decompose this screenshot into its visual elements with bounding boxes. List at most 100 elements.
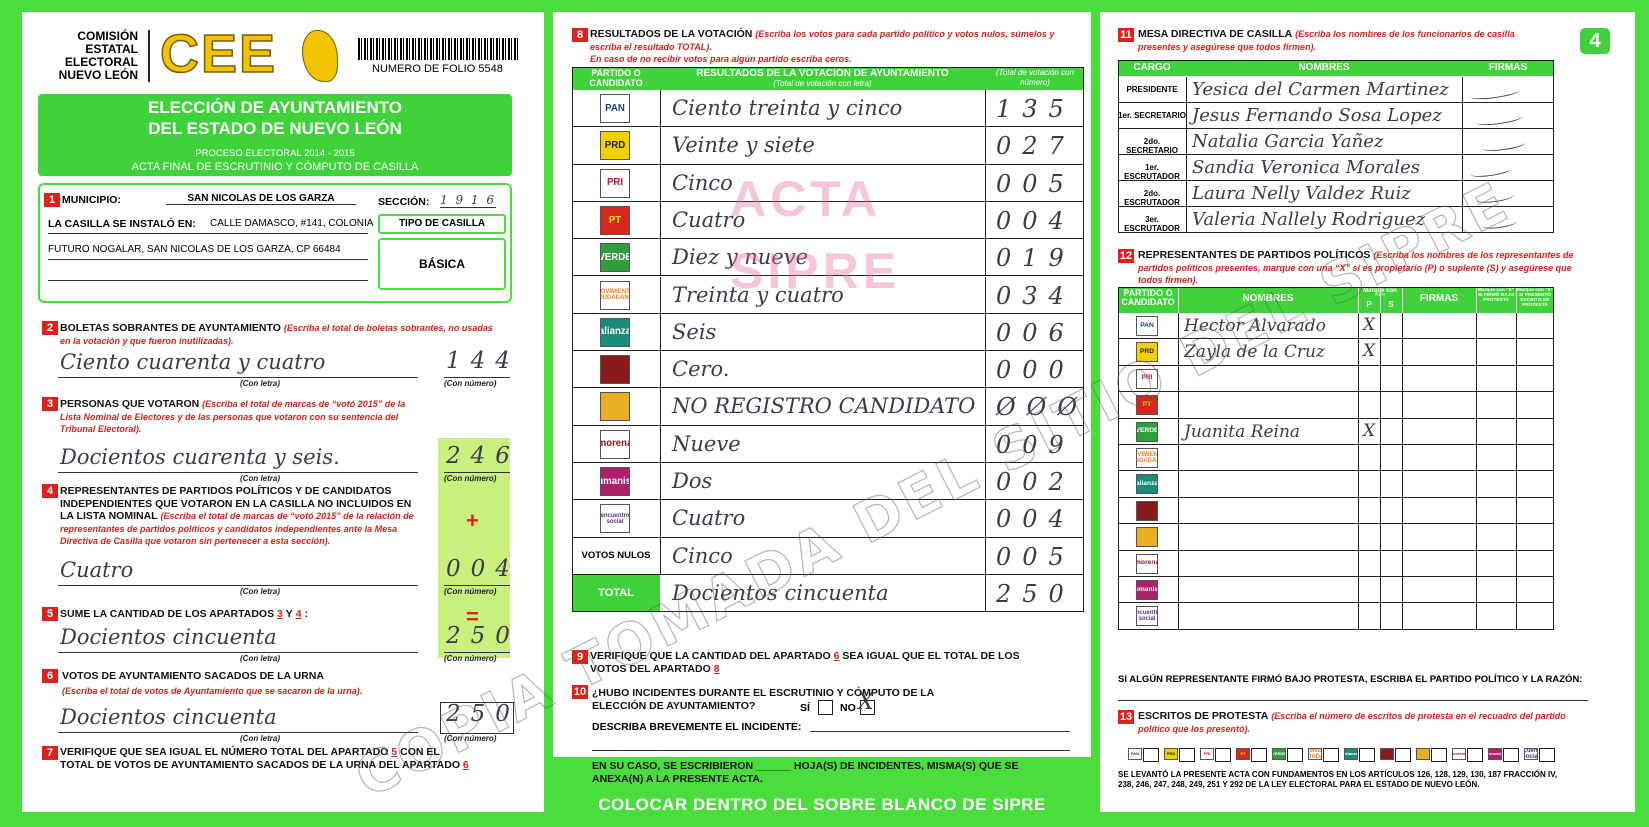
- cell-line: [1462, 103, 1463, 129]
- cell-line: [1178, 287, 1179, 313]
- divider: [148, 30, 150, 82]
- label: MUNICIPIO:: [62, 194, 121, 206]
- party-logo: PAN: [1136, 316, 1158, 336]
- party-logo: PRD: [1164, 748, 1178, 760]
- cell-line: [1358, 524, 1359, 551]
- party-logo: PRD: [600, 131, 630, 161]
- mark: X: [1363, 420, 1376, 441]
- cell-line: [1358, 313, 1359, 340]
- rule: [1118, 700, 1588, 701]
- letra: Diez y nueve: [672, 245, 809, 270]
- check-box: [860, 700, 875, 715]
- row: [1118, 103, 1554, 129]
- cell-line: [1358, 550, 1359, 577]
- cell-line: [1462, 207, 1463, 233]
- letra: Cinco: [672, 543, 733, 568]
- cell-line: [1402, 445, 1403, 472]
- cargo: 3er. ESCRUTADOR: [1124, 215, 1180, 233]
- act-title: ACTA FINAL DE ESCRUTINIO Y CÓMPUTO DE CA…: [131, 161, 419, 173]
- cell-line: [1186, 181, 1187, 207]
- row: [572, 351, 1084, 389]
- cell-line: [660, 201, 661, 240]
- party-logo: PAN: [600, 94, 630, 123]
- cell-line: [985, 127, 986, 165]
- cell-line: [660, 351, 661, 389]
- row: [572, 277, 1084, 314]
- head: PARTIDO O CANDIDATO: [1121, 289, 1175, 308]
- party-logo: Humanista: [600, 467, 630, 496]
- row: [572, 463, 1084, 501]
- party-logo: encuentro social: [1524, 748, 1538, 760]
- cell-line: [1462, 129, 1463, 155]
- cell-line: [1178, 471, 1179, 498]
- mark: X: [1363, 341, 1376, 362]
- cell-line: [985, 388, 986, 426]
- cell-line: [1178, 445, 1179, 472]
- party-logo: VERDE: [600, 243, 630, 273]
- caption: (Con número): [444, 654, 497, 663]
- caption: (Con letra): [240, 654, 280, 663]
- cell-line: [1186, 77, 1187, 103]
- cargo: 2do. ESCRUTADOR: [1124, 189, 1180, 207]
- section-text: SUME LA CANTIDAD DE LOS APARTADOS 3 Y 4 …: [60, 608, 440, 621]
- state-shape: [302, 30, 338, 82]
- party-logo: [1380, 748, 1394, 760]
- cell-line: [660, 164, 661, 202]
- org-name: NUEVO LEÓN: [58, 68, 138, 82]
- section-text: ESCRITOS DE PROTESTA (Escriba el número …: [1138, 710, 1578, 735]
- caption: (Con número): [444, 734, 497, 743]
- cell-line: [1476, 339, 1477, 366]
- row: [1118, 155, 1554, 181]
- cell-line: [1402, 313, 1403, 340]
- cell-line: [985, 425, 986, 463]
- cell-line: [1516, 524, 1517, 551]
- table-head: CARGO: [1118, 60, 1186, 76]
- section-number: 5: [42, 607, 58, 621]
- row: [572, 500, 1084, 538]
- cell-line: [1358, 577, 1359, 604]
- section-title: VOTOS DE AYUNTAMIENTO SACADOS DE LA URNA: [62, 670, 324, 682]
- party-logo: VERDE: [1272, 748, 1286, 760]
- caption: (Con número): [444, 474, 497, 483]
- cell-line: [985, 500, 986, 538]
- cell-line: [1186, 207, 1187, 233]
- org-name: ESTATAL: [85, 42, 138, 56]
- cell-line: [1476, 365, 1477, 393]
- table-border: [1118, 287, 1554, 630]
- number-digits: 135: [996, 95, 1075, 123]
- text: Y: [285, 608, 293, 620]
- section-title: SUME LA CANTIDAD DE LOS APARTADOS: [60, 608, 275, 620]
- section-text: ¿HUBO INCIDENTES DURANTE EL ESCRUTINIO Y…: [592, 687, 934, 712]
- mark: X: [1363, 315, 1376, 335]
- section-number: 13: [1118, 710, 1134, 724]
- nombre: Zayla de la Cruz: [1184, 342, 1325, 363]
- cell-line: [1178, 550, 1179, 577]
- caption: (Con letra): [240, 734, 280, 743]
- total-row: [572, 574, 660, 613]
- ref: 6: [462, 758, 469, 771]
- cell-line: [1380, 418, 1381, 445]
- count-box: [1287, 748, 1303, 762]
- section-number: 8: [572, 28, 588, 42]
- party-logo: PRD: [1136, 342, 1158, 363]
- caption: (Con letra): [240, 587, 280, 596]
- tipo-box: BÁSICA: [378, 238, 506, 290]
- section-text: VERIFIQUE QUE SEA IGUAL EL NÚMERO TOTAL …: [60, 746, 470, 771]
- section-text: EN SU CASO, SE ESCRIBIERON ______ HOJA(S…: [592, 760, 1072, 785]
- party-logo: PT: [600, 205, 630, 235]
- section-number: 4: [42, 484, 58, 498]
- cell-line: [985, 201, 986, 240]
- number-digits: 250: [446, 623, 520, 649]
- cell-line: [1476, 577, 1477, 604]
- section-text: VERIFIQUE QUE LA CANTIDAD DEL APARTADO: [590, 650, 831, 662]
- section-number: 11: [1118, 28, 1134, 42]
- cell-line: [1402, 365, 1403, 393]
- sign: =: [466, 604, 479, 629]
- rule: [58, 585, 418, 586]
- letra: Seis: [672, 319, 717, 344]
- cell-line: [1178, 365, 1179, 393]
- cell-line: [660, 537, 661, 575]
- folio: NUMERO DE FOLIO 5548: [372, 63, 503, 75]
- nombre: Yesica del Carmen Martinez: [1192, 79, 1449, 100]
- party-logo: encuentro social: [600, 504, 630, 534]
